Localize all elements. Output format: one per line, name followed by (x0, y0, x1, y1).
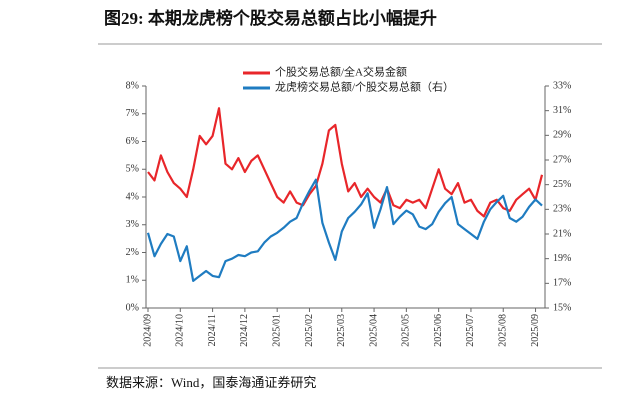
y2-tick-label: 25% (553, 179, 571, 190)
x-tick-label: 2024/10 (175, 314, 186, 347)
y2-tick-label: 27% (553, 154, 571, 165)
y2-tick-label: 15% (553, 302, 571, 313)
y2-tick-label: 31% (553, 105, 571, 116)
x-tick-label: 2024/12 (239, 314, 250, 347)
x-tick-label: 2025/08 (498, 314, 509, 347)
legend-label: 个股交易总额/全A交易金额 (275, 65, 407, 79)
y-tick-label: 0% (126, 302, 139, 313)
y2-tick-label: 29% (553, 130, 571, 141)
x-tick-label: 2025/03 (336, 314, 347, 347)
y2-tick-label: 23% (553, 204, 571, 215)
y-tick-label: 3% (126, 219, 139, 230)
y-tick-label: 6% (126, 136, 139, 147)
x-tick-label: 2025/07 (465, 314, 476, 347)
chart-title: 图29: 本期龙虎榜个股交易总额占比小幅提升 (104, 8, 437, 28)
x-tick-label: 2024/09 (142, 314, 153, 347)
legend-label: 龙虎榜交易总额/个股交易总额（右） (275, 80, 454, 94)
series-line (147, 107, 544, 218)
y-tick-label: 1% (126, 275, 139, 286)
y-tick-label: 7% (126, 108, 139, 119)
y-tick-label: 5% (126, 164, 139, 175)
x-tick-label: 2025/09 (530, 314, 541, 347)
series-line (146, 178, 543, 282)
x-tick-label: 2025/06 (433, 314, 444, 347)
y2-tick-label: 19% (553, 253, 571, 264)
y-tick-label: 2% (126, 247, 139, 258)
x-tick-label: 2025/04 (368, 314, 379, 347)
y2-tick-label: 21% (553, 228, 571, 239)
x-tick-label: 2025/02 (304, 314, 315, 347)
y-tick-label: 8% (126, 80, 139, 91)
x-tick-label: 2025/01 (271, 314, 282, 347)
x-tick-label: 2025/05 (401, 314, 412, 347)
y2-tick-label: 17% (553, 278, 571, 289)
y-tick-label: 4% (126, 191, 139, 202)
y2-tick-label: 33% (553, 80, 571, 91)
source: 数据来源：Wind，国泰海通证券研究 (106, 375, 316, 390)
x-tick-label: 2024/11 (207, 314, 218, 346)
